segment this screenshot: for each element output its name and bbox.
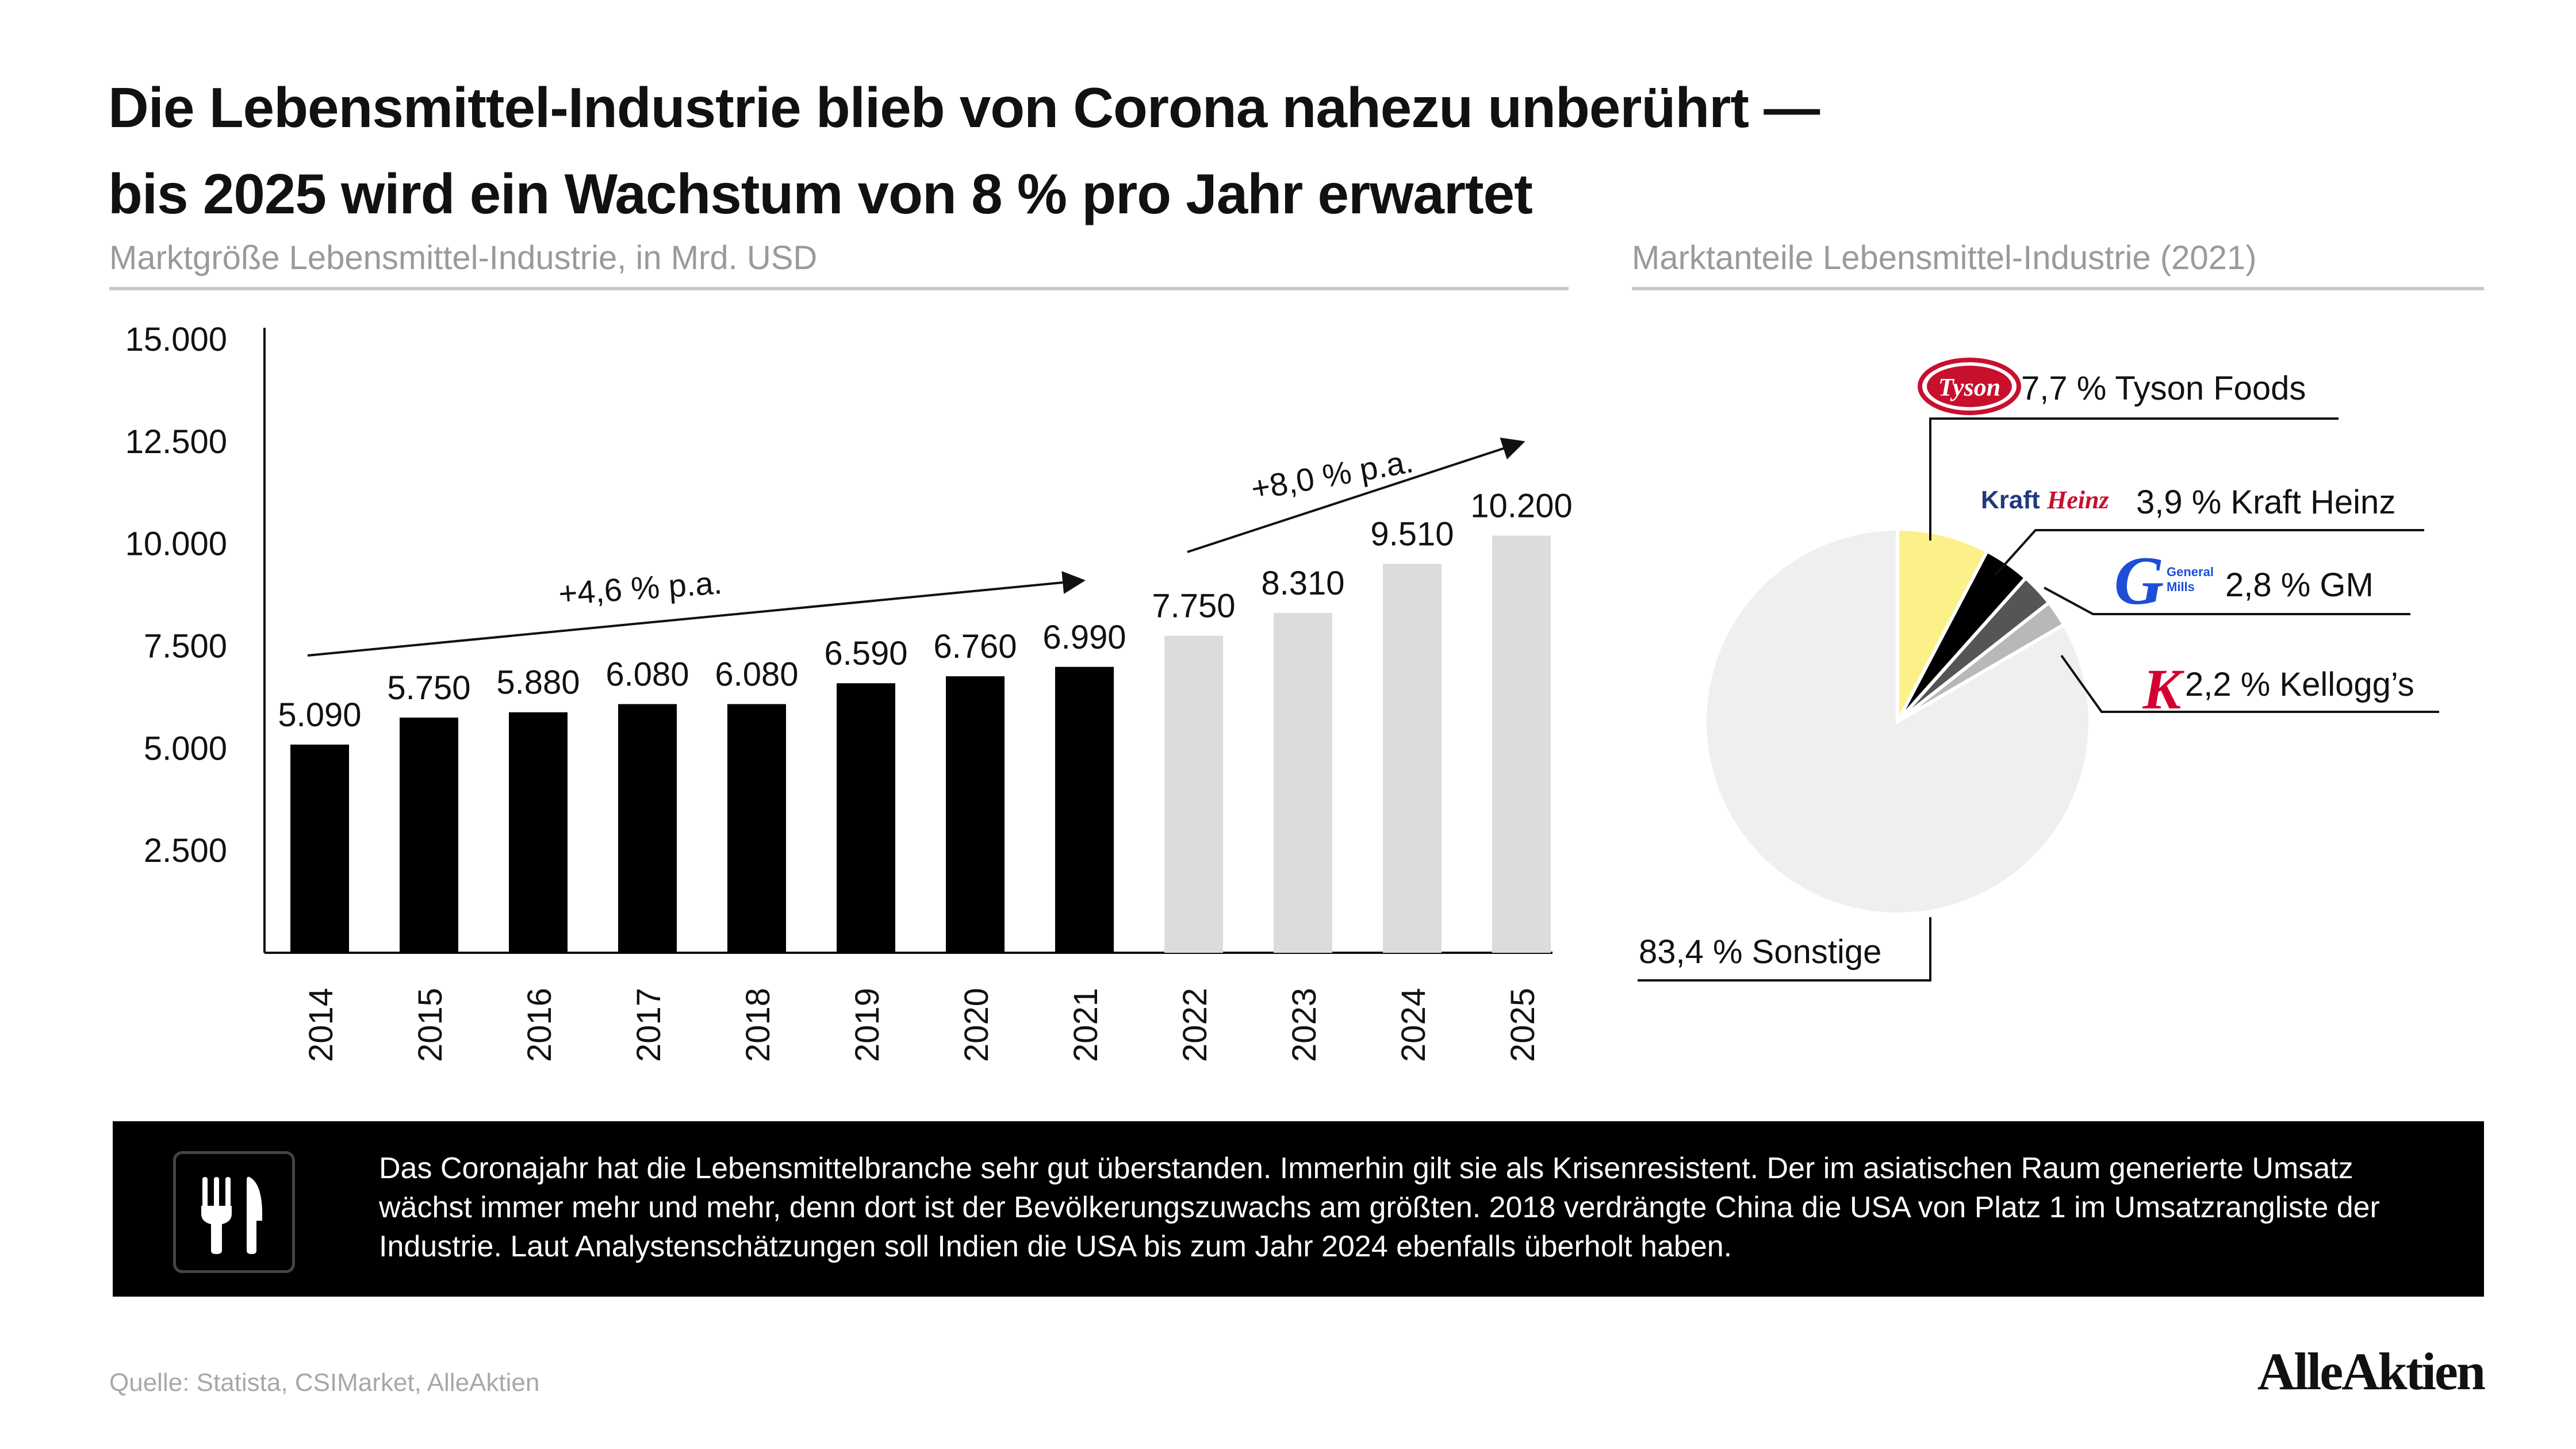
bar-chart: 2.500 5.000 7.500 10.000 12.500 15.000 5.090 20… [125, 321, 1573, 1062]
info-box: Das Coronajahr hat die Lebensmittelbranc… [113, 1121, 2484, 1297]
leader-line-1 [1929, 417, 2339, 540]
page-title: Die Lebensmittel-Industrie blieb von Cor… [108, 64, 2178, 237]
pie-chart-rule [1632, 287, 2484, 290]
title-line-2: bis 2025 wird ein Wachstum von 8 % pro J… [108, 162, 1533, 225]
bar-2016 [509, 712, 568, 953]
y-tick-label: 12.500 [125, 423, 227, 461]
growth-label-2: +8,0 % p.a. [1248, 443, 1416, 507]
bar-2018 [727, 704, 786, 953]
x-tick-label-2014: 2014 [302, 988, 340, 1062]
kelloggs-logo: K [2142, 657, 2185, 721]
x-tick-label-2017: 2017 [630, 988, 668, 1062]
bar-2023 [1274, 612, 1332, 953]
bar-2014 [290, 744, 349, 953]
cutlery-icon [173, 1151, 295, 1273]
y-tick-label: 7.500 [144, 628, 227, 665]
data-label-2022: 7.750 [1152, 588, 1235, 625]
brand-logo: AlleAktien [2257, 1342, 2486, 1401]
general-mills-logo-text-a: General [2167, 565, 2214, 579]
bar-2025 [1492, 535, 1551, 953]
pie-slice-sonstige [1703, 527, 2092, 916]
data-label-2017: 6.080 [605, 656, 689, 693]
pie-label-4: 2,2 % Kellogg’s [2185, 666, 2414, 703]
general-mills-logo-text-b: Mills [2167, 580, 2195, 594]
data-label-2014: 5.090 [278, 696, 361, 734]
growth-arrow-2 [1187, 437, 1525, 553]
pie-label-1: 7,7 % Tyson Foods [2021, 370, 2306, 407]
data-label-2025: 10.200 [1470, 487, 1572, 524]
y-tick-label: 2.500 [144, 832, 227, 869]
x-tick-label-2020: 2020 [958, 988, 995, 1062]
x-tick-label-2022: 2022 [1176, 988, 1214, 1062]
pie-label-5: 83,4 % Sonstige [1639, 933, 1881, 971]
x-tick-label-2015: 2015 [412, 988, 449, 1062]
info-text: Das Coronajahr hat die Lebensmittelbranc… [379, 1152, 2380, 1263]
heinz-logo-text: Heinz [2046, 486, 2109, 514]
tyson-logo [1927, 366, 2012, 407]
data-label-2019: 6.590 [824, 635, 907, 672]
bar-2021 [1055, 666, 1114, 953]
data-label-2018: 6.080 [715, 656, 798, 693]
bar-chart-title: Marktgröße Lebensmittel-Industrie, in Mr… [109, 239, 818, 277]
y-tick-label: 15.000 [125, 321, 227, 358]
kraft-logo-text: Kraft [1981, 486, 2040, 514]
bar-chart-rule [109, 287, 1569, 290]
pie-label-3: 2,8 % GM [2225, 566, 2374, 604]
data-label-2016: 5.880 [496, 664, 580, 702]
bar-2019 [837, 683, 895, 953]
data-label-2023: 8.310 [1261, 565, 1344, 602]
x-tick-label-2019: 2019 [849, 988, 886, 1062]
pie-chart: 7,7 % Tyson Foods 3,9 % Kraft Heinz 2,8 % … [1638, 358, 2439, 982]
x-tick-label-2021: 2021 [1067, 988, 1105, 1062]
bar-2022 [1164, 635, 1223, 953]
y-tick-label: 5.000 [144, 730, 227, 767]
growth-arrow-1 [307, 571, 1086, 657]
x-tick-label-2018: 2018 [739, 988, 777, 1062]
bar-2020 [946, 676, 1005, 953]
x-tick-label-2016: 2016 [521, 988, 558, 1062]
leader-line-3 [2044, 586, 2410, 615]
leader-line-5 [1638, 917, 1931, 982]
data-label-2015: 5.750 [387, 669, 470, 707]
title-line-1: Die Lebensmittel-Industrie blieb von Cor… [108, 76, 1820, 139]
source-note: Quelle: Statista, CSIMarket, AlleAktien [109, 1368, 540, 1397]
growth-label-1: +4,6 % p.a. [557, 564, 723, 612]
pie-slice-tyson-foods [1896, 527, 1989, 723]
bar-2015 [400, 717, 458, 953]
data-label-2021: 6.990 [1042, 619, 1126, 656]
y-tick-label: 10.000 [125, 526, 227, 563]
leader-line-4 [2060, 654, 2439, 713]
data-label-2020: 6.760 [933, 628, 1017, 665]
pie-label-2: 3,9 % Kraft Heinz [2136, 484, 2395, 521]
bar-2024 [1383, 564, 1442, 953]
data-label-2024: 9.510 [1370, 516, 1454, 553]
pie-chart-title: Marktanteile Lebensmittel-Industrie (202… [1632, 239, 2257, 277]
x-tick-label-2023: 2023 [1286, 988, 1323, 1062]
x-tick-label-2024: 2024 [1395, 988, 1432, 1062]
general-mills-logo: G [2114, 542, 2164, 619]
tyson-logo-text: Tyson [1938, 373, 2000, 401]
leader-line-2 [1994, 529, 2424, 576]
x-tick-label-2025: 2025 [1504, 988, 1542, 1062]
bar-2017 [618, 704, 677, 953]
